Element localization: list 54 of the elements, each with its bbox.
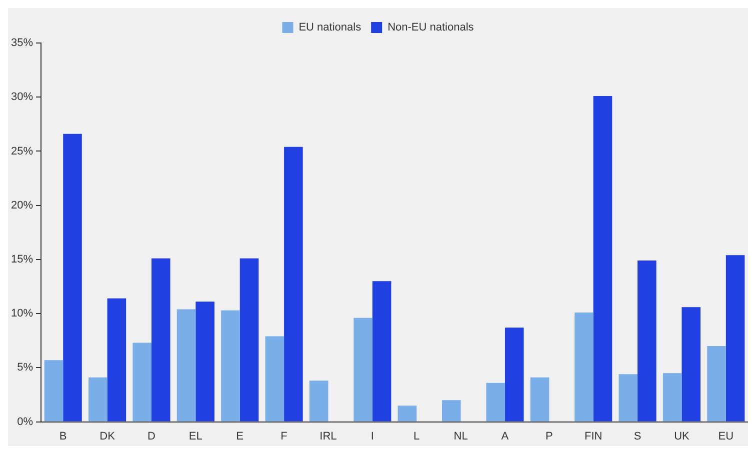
x-tick-label: B (59, 430, 67, 442)
bar (354, 318, 372, 422)
x-tick-label: I (370, 430, 374, 442)
bar (132, 342, 152, 422)
x-tick-label: EL (188, 430, 202, 442)
x-tick-label: DK (100, 430, 116, 442)
x-tick-label: IRL (320, 430, 337, 442)
x-tick-label: E (236, 430, 244, 442)
bar (221, 310, 240, 422)
y-tick-label: 30% (10, 91, 34, 104)
bar (682, 307, 700, 422)
x-tick-label: NL (454, 430, 468, 442)
bar (44, 360, 64, 422)
bar (662, 373, 682, 422)
bar (284, 146, 303, 422)
x-tick-label: D (148, 430, 156, 442)
y-tick-label: 15% (10, 253, 34, 266)
bar (398, 406, 417, 422)
x-tick-label: A (501, 430, 510, 442)
bar (574, 312, 594, 422)
y-tick-label: 35% (10, 37, 34, 50)
bar (63, 134, 82, 422)
bar (726, 255, 745, 422)
bar (176, 309, 196, 422)
x-tick-label: S (634, 430, 642, 442)
bar (504, 328, 524, 422)
bar (309, 380, 328, 422)
y-tick-label: 10% (10, 308, 34, 320)
bar (196, 302, 214, 422)
bar (442, 400, 461, 422)
x-tick-label: P (545, 430, 553, 442)
x-tick-label: L (414, 430, 420, 442)
bar (265, 336, 284, 422)
bar (88, 377, 108, 422)
y-tick-label: 20% (10, 199, 34, 212)
x-tick-label: FIN (584, 430, 602, 442)
x-tick-label: EU (718, 430, 734, 442)
bar (593, 96, 612, 422)
x-tick-label: UK (674, 430, 690, 442)
y-tick-label: 0% (17, 416, 34, 428)
bar (530, 377, 550, 422)
legend-label: Non-EU nationals (388, 22, 474, 34)
bar (707, 346, 726, 422)
bar (372, 281, 392, 422)
bar (107, 298, 126, 422)
bar (618, 374, 638, 422)
legend-label: EU nationals (298, 22, 362, 34)
bar (638, 260, 656, 422)
x-tick-label: F (280, 430, 288, 442)
y-tick-label: 25% (10, 145, 34, 158)
bar (151, 258, 170, 422)
bar (486, 382, 505, 422)
bar (240, 258, 259, 422)
y-tick-label: 5% (17, 362, 34, 374)
